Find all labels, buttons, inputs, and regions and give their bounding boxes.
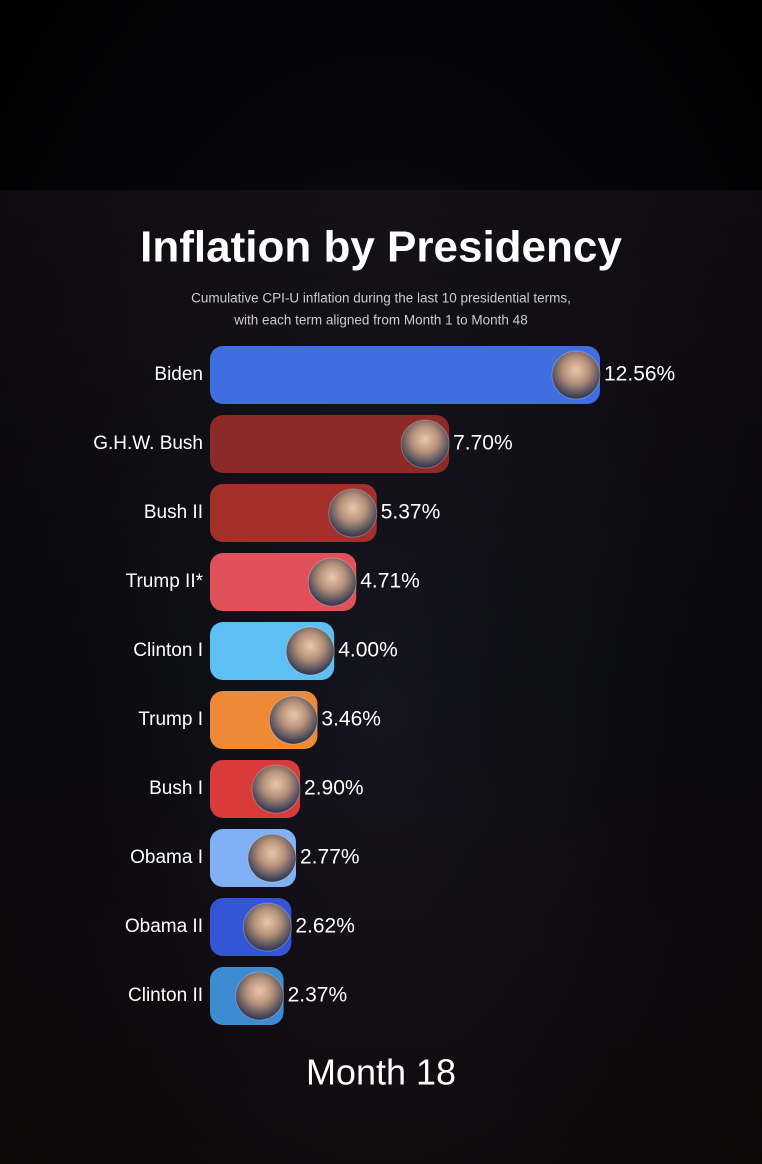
- category-label: Biden: [154, 364, 203, 385]
- annotation: Month 18: [306, 1052, 456, 1093]
- bar: [210, 346, 600, 404]
- portrait: [251, 764, 301, 814]
- category-label: Clinton I: [133, 640, 203, 661]
- value-label: 2.37%: [288, 984, 348, 1007]
- category-label: G.H.W. Bush: [93, 433, 203, 454]
- value-label: 7.70%: [453, 432, 513, 455]
- subtitle: Cumulative CPI-U inflation during the la…: [191, 291, 571, 306]
- value-label: 2.77%: [300, 846, 360, 869]
- value-label: 4.00%: [338, 639, 398, 662]
- category-label: Trump II*: [126, 571, 204, 592]
- value-label: 2.90%: [304, 777, 364, 800]
- category-label: Trump I: [138, 709, 203, 730]
- category-label: Obama I: [130, 847, 203, 868]
- chart-title: Inflation by Presidency: [140, 223, 622, 272]
- value-label: 2.62%: [295, 915, 355, 938]
- portrait: [307, 557, 357, 607]
- category-label: Bush I: [149, 778, 203, 799]
- bar: [210, 415, 450, 473]
- portrait: [285, 626, 335, 676]
- category-label: Obama II: [125, 916, 203, 937]
- value-label: 3.46%: [321, 708, 381, 731]
- portrait: [268, 695, 318, 745]
- category-label: Bush II: [144, 502, 203, 523]
- value-label: 5.37%: [381, 501, 441, 524]
- value-label: 4.71%: [360, 570, 420, 593]
- category-label: Clinton II: [128, 985, 203, 1006]
- value-label: 12.56%: [604, 363, 675, 386]
- portrait: [551, 350, 601, 400]
- subtitle: with each term aligned from Month 1 to M…: [233, 313, 527, 328]
- portrait: [247, 833, 297, 883]
- portrait: [235, 971, 285, 1021]
- portrait: [400, 419, 450, 469]
- portrait: [328, 488, 378, 538]
- portrait: [242, 902, 292, 952]
